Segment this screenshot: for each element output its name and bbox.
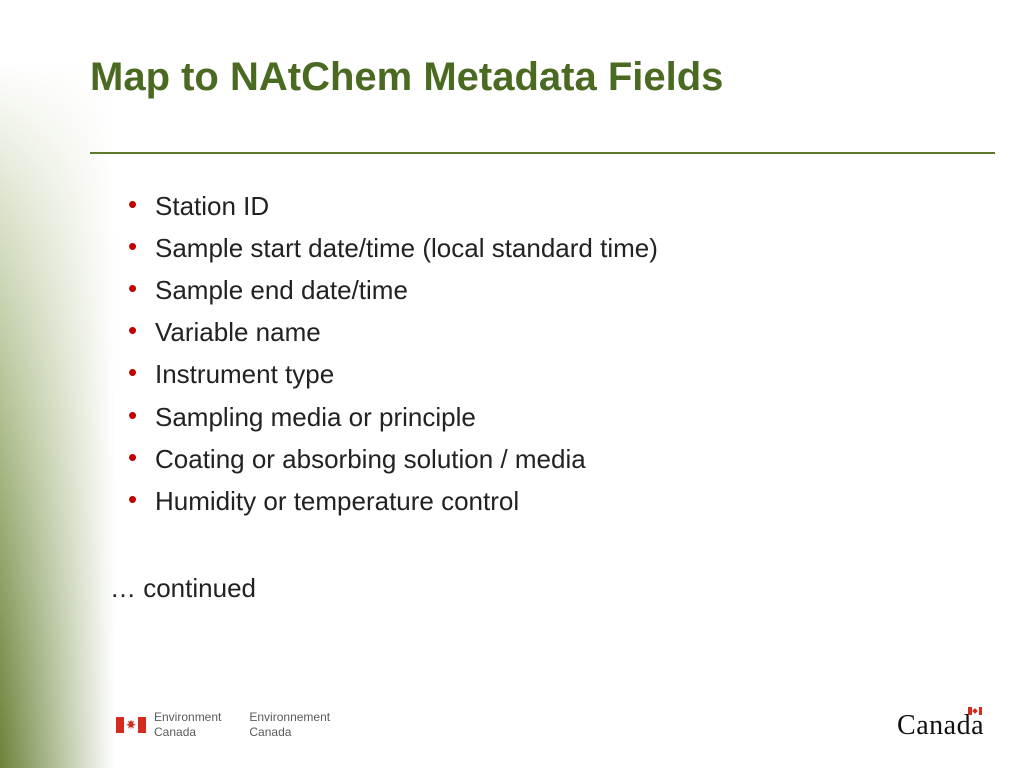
title-divider (90, 152, 995, 154)
list-item: Station ID (125, 185, 945, 227)
list-item: Variable name (125, 311, 945, 353)
list-item: Sample end date/time (125, 269, 945, 311)
maple-leaf-icon (126, 720, 136, 730)
list-item: Coating or absorbing solution / media (125, 438, 945, 480)
continued-text: … continued (110, 573, 256, 604)
canada-flag-icon (116, 717, 146, 733)
list-item: Humidity or temperature control (125, 480, 945, 522)
environment-canada-logo: Environment Canada Environnement Canada (116, 710, 330, 740)
slide: Map to NAtChem Metadata Fields Station I… (0, 0, 1024, 768)
dept-fr-line2: Canada (249, 725, 330, 740)
slide-title: Map to NAtChem Metadata Fields (90, 55, 723, 100)
dept-en-line1: Environment (154, 710, 221, 725)
side-gradient-fade (0, 0, 115, 768)
list-item: Instrument type (125, 353, 945, 395)
wordmark-flag-icon (968, 707, 982, 715)
dept-en-line2: Canada (154, 725, 221, 740)
department-name: Environment Canada Environnement Canada (154, 710, 330, 740)
bullet-list: Station ID Sample start date/time (local… (125, 185, 945, 522)
list-item: Sample start date/time (local standard t… (125, 227, 945, 269)
canada-wordmark: Canada (897, 710, 984, 742)
footer: Environment Canada Environnement Canada … (0, 690, 1024, 768)
content-area: Station ID Sample start date/time (local… (125, 185, 945, 522)
list-item: Sampling media or principle (125, 396, 945, 438)
dept-fr-line1: Environnement (249, 710, 330, 725)
